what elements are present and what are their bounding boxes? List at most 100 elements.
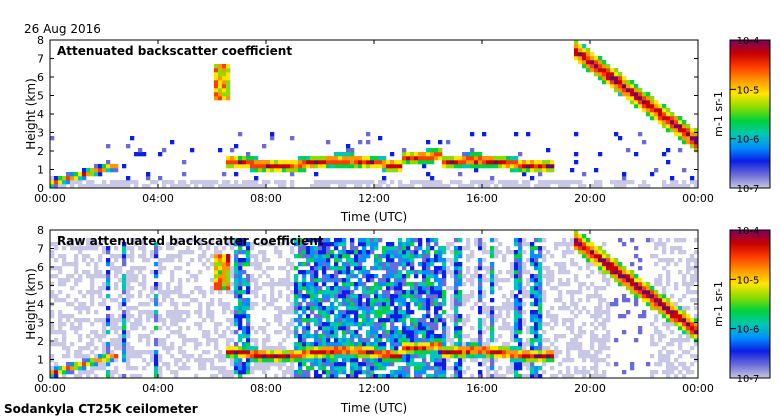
heatmap-cell	[370, 180, 375, 185]
heatmap-cell	[382, 254, 387, 259]
heatmap-cell	[374, 322, 379, 327]
heatmap-cell	[542, 330, 547, 335]
heatmap-cell	[246, 250, 251, 255]
heatmap-cell	[590, 250, 595, 255]
heatmap-cell	[234, 370, 239, 375]
heatmap-cell	[226, 370, 231, 375]
heatmap-cell	[538, 164, 543, 169]
heatmap-cell	[254, 330, 259, 335]
heatmap-cell	[434, 148, 439, 153]
heatmap-cell	[286, 322, 291, 327]
heatmap-cell	[362, 342, 367, 347]
heatmap-cell	[218, 92, 223, 97]
heatmap-cell	[382, 250, 387, 255]
heatmap-cell	[442, 278, 447, 283]
heatmap-cell	[578, 184, 583, 189]
heatmap-cell	[166, 242, 171, 247]
heatmap-cell	[302, 262, 307, 267]
heatmap-cell	[578, 250, 583, 255]
heatmap-cell	[306, 366, 311, 371]
heatmap-cell	[362, 246, 367, 251]
heatmap-cell	[686, 338, 691, 343]
heatmap-cell	[518, 254, 523, 259]
heatmap-cell	[146, 184, 151, 189]
heatmap-cell	[398, 184, 403, 189]
heatmap-cell	[506, 314, 511, 319]
heatmap-cell	[658, 116, 663, 121]
heatmap-cell	[342, 254, 347, 259]
heatmap-cell	[614, 88, 619, 93]
heatmap-cell	[426, 374, 431, 379]
heatmap-cell	[374, 342, 379, 347]
heatmap-cell	[454, 330, 459, 335]
heatmap-cell	[278, 322, 283, 327]
heatmap-cell	[366, 302, 371, 307]
heatmap-cell	[54, 374, 59, 379]
heatmap-cell	[142, 334, 147, 339]
heatmap-cell	[198, 326, 203, 331]
heatmap-cell	[430, 246, 435, 251]
x-tick-label: 16:00	[466, 192, 498, 205]
heatmap-cell	[522, 290, 527, 295]
heatmap-cell	[602, 346, 607, 351]
heatmap-cell	[126, 310, 131, 315]
heatmap-cell	[550, 358, 555, 363]
heatmap-cell	[82, 358, 87, 363]
heatmap-cell	[230, 350, 235, 355]
heatmap-cell	[102, 274, 107, 279]
heatmap-cell	[182, 334, 187, 339]
heatmap-cell	[498, 306, 503, 311]
heatmap-cell	[514, 306, 519, 311]
heatmap-cell	[126, 290, 131, 295]
heatmap-cell	[134, 274, 139, 279]
heatmap-cell	[442, 330, 447, 335]
heatmap-cell	[410, 342, 415, 347]
heatmap-cell	[94, 346, 99, 351]
heatmap-cell	[394, 274, 399, 279]
heatmap-cell	[258, 168, 263, 173]
heatmap-cell	[414, 152, 419, 157]
heatmap-cell	[274, 358, 279, 363]
heatmap-cell	[266, 282, 271, 287]
heatmap-cell	[174, 322, 179, 327]
heatmap-cell	[642, 298, 647, 303]
heatmap-cell	[414, 298, 419, 303]
x-tick-label: 12:00	[358, 382, 390, 395]
heatmap-cell	[558, 370, 563, 375]
heatmap-cell	[394, 246, 399, 251]
heatmap-cell	[294, 274, 299, 279]
heatmap-cell	[562, 306, 567, 311]
heatmap-cell	[222, 266, 227, 271]
heatmap-cell	[206, 242, 211, 247]
heatmap-cell	[598, 374, 603, 379]
heatmap-cell	[414, 294, 419, 299]
heatmap-cell	[406, 302, 411, 307]
heatmap-cell	[286, 286, 291, 291]
heatmap-cell	[502, 354, 507, 359]
heatmap-cell	[418, 294, 423, 299]
heatmap-cell	[374, 314, 379, 319]
heatmap-cell	[674, 282, 679, 287]
heatmap-cell	[622, 298, 627, 303]
heatmap-cell	[306, 286, 311, 291]
heatmap-cell	[270, 286, 275, 291]
heatmap-cell	[78, 184, 83, 189]
heatmap-cell	[230, 246, 235, 251]
heatmap-cell	[102, 164, 107, 169]
heatmap-cell	[658, 274, 663, 279]
heatmap-cell	[226, 306, 231, 311]
heatmap-cell	[122, 258, 127, 263]
heatmap-cell	[482, 342, 487, 347]
heatmap-cell	[518, 168, 523, 173]
heatmap-cell	[314, 358, 319, 363]
heatmap-cell	[666, 366, 671, 371]
heatmap-cell	[430, 270, 435, 275]
heatmap-cell	[138, 282, 143, 287]
heatmap-cell	[338, 310, 343, 315]
heatmap-cell	[262, 366, 267, 371]
heatmap-cell	[66, 314, 71, 319]
heatmap-cell	[258, 354, 263, 359]
heatmap-cell	[534, 298, 539, 303]
heatmap-cell	[350, 374, 355, 379]
heatmap-cell	[686, 330, 691, 335]
